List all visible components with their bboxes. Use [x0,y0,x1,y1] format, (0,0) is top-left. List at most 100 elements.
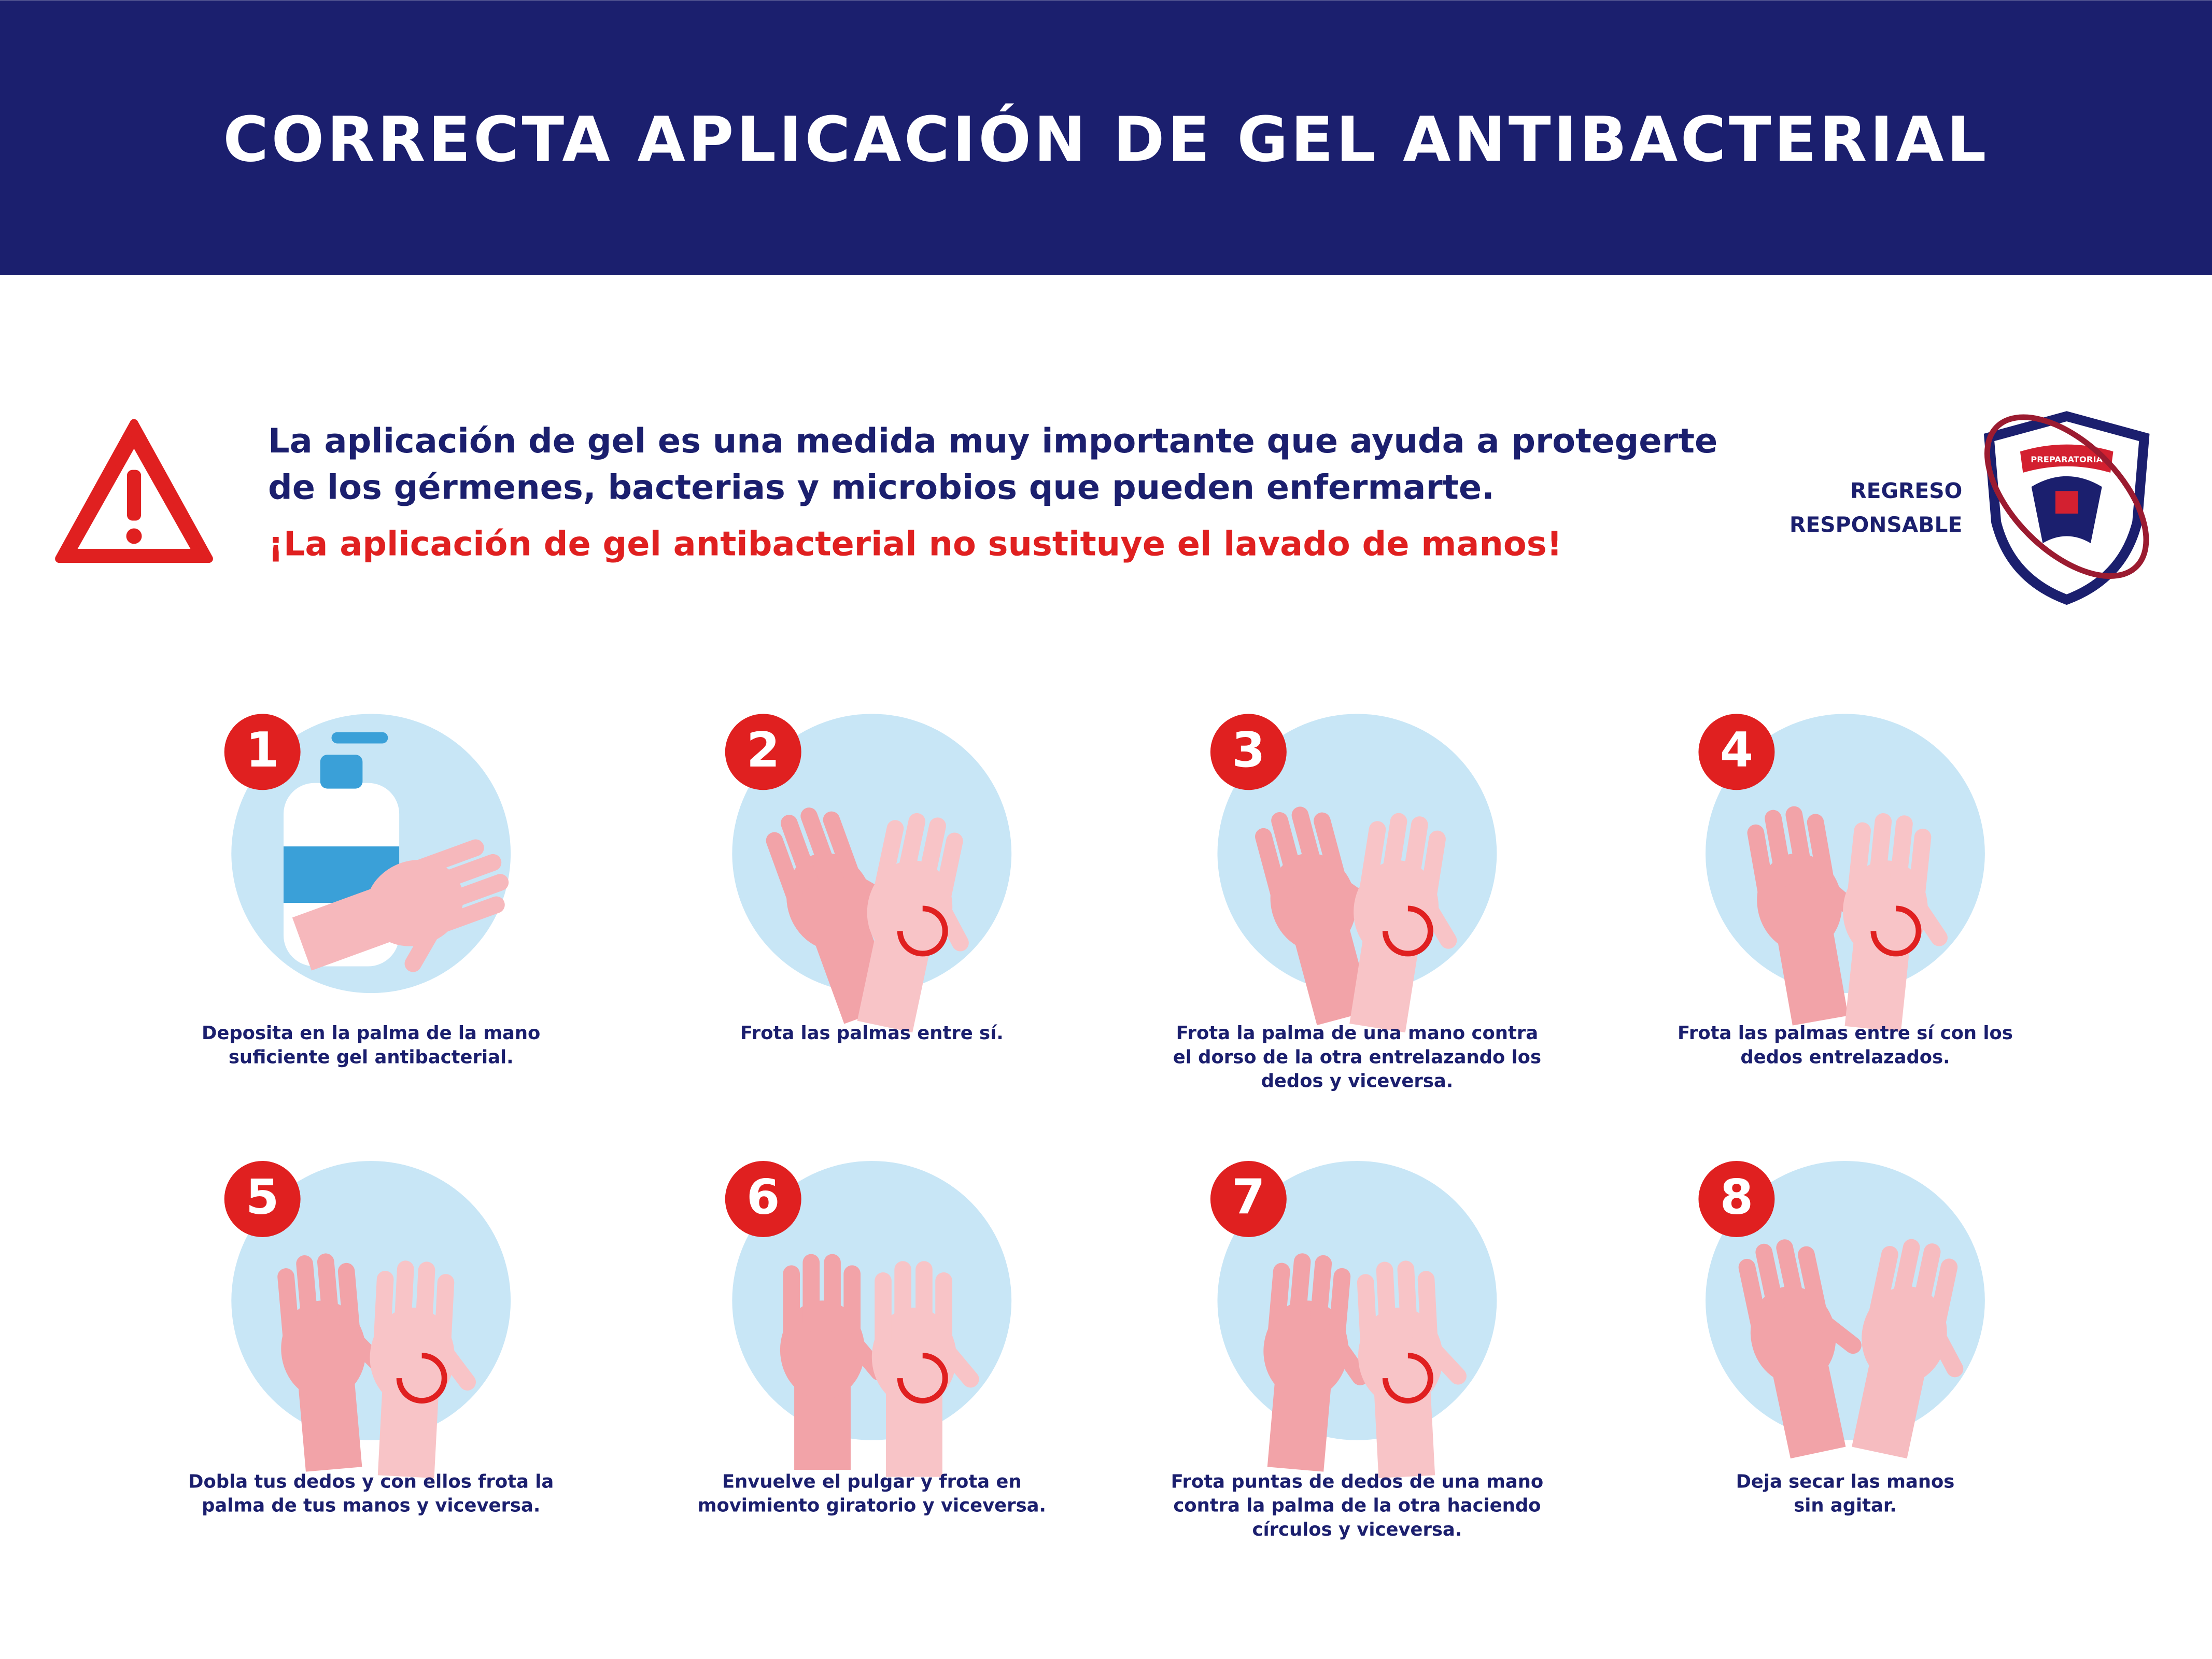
title: CORRECTA APLICACIÓN DE GEL ANTIBACTERIAL [223,104,1989,176]
step-number: 8 [1720,1169,1753,1225]
hand [1852,1239,1964,1459]
hand-finger [1890,1239,1920,1315]
step-text: Frota las palmas entre sí con los [1678,1023,2013,1044]
motion-arrow [1382,905,1433,957]
step-text: dedos y viceversa. [1261,1071,1454,1092]
hand-finger [896,813,926,889]
step-text: Envuelve el pulgar y frota en [722,1471,1022,1492]
hand-finger [1908,828,1932,906]
hand-palm [780,1300,865,1399]
hand-finger [1376,1261,1397,1340]
hand [1263,1253,1369,1472]
step-number: 4 [1720,722,1753,778]
hand-finger [337,1263,360,1341]
hand-thumb [1908,896,1948,946]
step-badge [224,1161,301,1237]
hand-thumb [435,1342,476,1391]
hand-palm [370,1307,455,1407]
step-illustration [1263,1253,1467,1479]
step-badge [1698,714,1775,790]
hand [1255,806,1382,1026]
hand-finger [1255,828,1288,904]
step-illustration [766,807,969,1033]
step-badge [725,714,801,790]
hand-finger [296,1255,319,1333]
hand [1747,806,1868,1026]
hand [871,1261,979,1477]
step-text: Frota puntas de dedos de una mano [1171,1471,1544,1492]
step-text: Frota las palmas entre sí. [740,1023,1004,1044]
warning-icon [55,419,213,563]
step-illustration [1747,806,1948,1032]
hand-finger [800,807,839,882]
hand-finger [415,1261,435,1339]
hand-finger [1328,1268,1351,1345]
step-number: 7 [1232,1169,1265,1225]
bottle-nozzle [331,732,388,744]
hand-finger [1776,1239,1806,1316]
hand-finger [1747,824,1775,901]
hand-finger [1798,1246,1828,1323]
step-text: Deposita en la palma de la mano [202,1023,540,1044]
hand [1738,1239,1862,1459]
hand-finger [1267,1263,1290,1340]
hand-finger [277,1268,300,1346]
step-number: 2 [746,722,780,778]
hand-finger [894,1261,911,1339]
hand-finger [1359,821,1386,898]
logo-badge: PREPARATORIA [2031,455,2103,464]
step-badge [1210,714,1287,790]
step-badge [725,1161,801,1237]
step-text: palma de tus manos y viceversa. [202,1495,540,1516]
hand-thumb [936,1340,979,1388]
hand-finger [783,1265,800,1343]
step-badge [1698,1161,1775,1237]
header-band [0,0,2212,276]
step-text: dedos entrelazados. [1740,1046,1950,1068]
hand-finger [824,1254,841,1332]
hand-finger [1785,806,1813,883]
logo-text: RESPONSABLE [1790,512,1962,537]
warning-text: ¡La aplicación de gel antibacterial no s… [268,524,1562,564]
hand-finger [1928,1258,1958,1335]
motion-arrow [1382,1353,1433,1404]
motion-arrow [897,1353,948,1404]
step-number: 3 [1232,722,1265,778]
step-text: contra la palma de la otra haciendo [1173,1495,1541,1516]
hand-thumb [1813,1312,1862,1354]
step-illustration [780,1254,979,1477]
hand-finger [427,854,502,892]
hand-thumb [1419,898,1457,949]
hand-finger [1807,814,1835,891]
hand-finger [1314,812,1346,888]
hand-finger [434,874,509,912]
bottle-pump [320,755,363,789]
hand-finger [875,1272,892,1350]
step-number: 1 [246,722,279,778]
hand-finger [1889,815,1913,893]
hand [370,1260,476,1479]
hand-finger [1911,1243,1941,1320]
hand-thumb [1927,1325,1964,1378]
hand-finger [1738,1258,1768,1336]
hand-finger [843,1265,861,1343]
hand-finger [1397,1260,1418,1338]
step-illustration [277,1253,476,1479]
hand-finger [1848,822,1871,900]
intro-line: de los gérmenes, bacterias y microbios q… [268,468,1495,507]
logo-text: REGRESO [1850,478,1962,503]
hand [1357,1260,1467,1479]
hand-finger [935,1272,952,1350]
logo-shield: PREPARATORIA [1983,411,2150,605]
hand-finger [431,896,505,934]
hand-finger [823,811,861,886]
hand-finger [1417,1271,1438,1349]
motion-arrow [396,1353,447,1404]
step-text: Dobla tus dedos y con ellos frota la [188,1471,554,1492]
hand-finger [766,832,804,906]
hand-finger [1291,806,1325,883]
step-text: suficiente gel antibacterial. [229,1046,514,1068]
hand-finger [1380,813,1407,890]
hand-finger [916,817,946,894]
